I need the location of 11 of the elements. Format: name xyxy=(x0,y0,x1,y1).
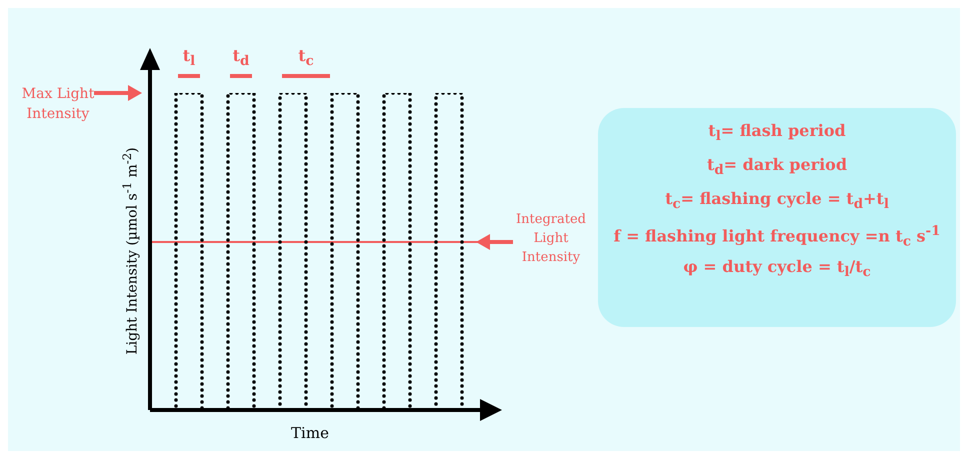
text: t$_{l}$ xyxy=(182,46,196,70)
text: t$_{l}$= flash period xyxy=(707,121,847,144)
text: t$_{c}$ xyxy=(297,46,315,70)
text: t$_{d}$= dark period xyxy=(706,155,848,178)
text: φ = duty cycle = t$_{l}$/t$_{c}$ xyxy=(682,257,872,280)
text: t$_{d}$ xyxy=(232,46,250,70)
ref-line-label: Integrated Light Intensity xyxy=(515,210,587,267)
text: Max Light Intensity xyxy=(20,85,96,124)
text: f = flashing light frequency =n t$_{c}$ s$^{-1}$ xyxy=(612,223,942,250)
text: t$_{c}$= flashing cycle = t$_{d}$+t$_{l}$ xyxy=(664,189,890,212)
x-axis-title: Time xyxy=(290,424,330,442)
